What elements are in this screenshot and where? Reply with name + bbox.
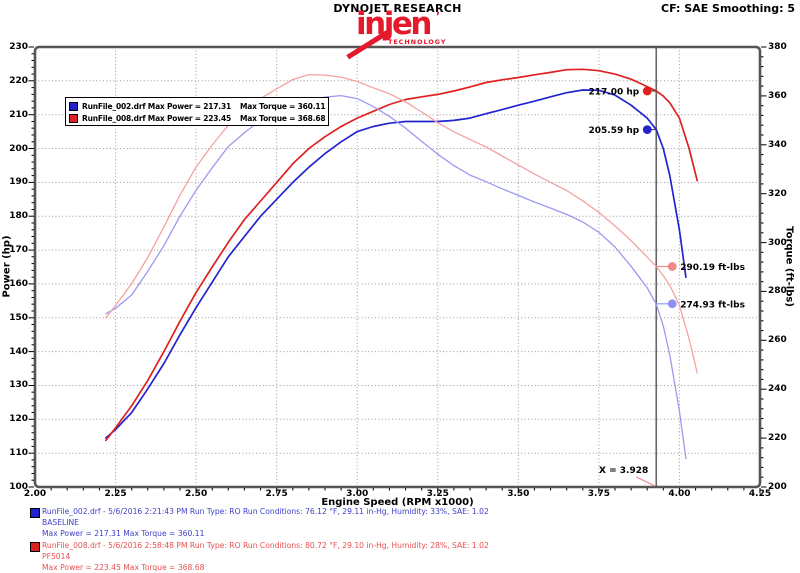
curve-runfile-008-torque — [105, 73, 698, 374]
power-tick-label: 170 — [9, 245, 28, 256]
logo-wordmark: injen — [356, 6, 432, 42]
rpm-tick-label: 3.25 — [426, 489, 449, 499]
run-max-values-line: Max Power = 217.31 Max Torque = 360.11 — [42, 529, 205, 538]
y-axis-title-power: Power (hp) — [1, 235, 13, 298]
power-tick-label: 110 — [9, 448, 28, 459]
run-swatch-blue — [30, 508, 40, 518]
rpm-tick-label: 4.00 — [668, 489, 691, 499]
torque-tick-label: 380 — [768, 42, 787, 52]
torque-tick-label: 200 — [768, 482, 787, 492]
annotation-label: 290.19 ft-lbs — [680, 263, 745, 273]
logo-trademark: ’ — [436, 10, 441, 23]
annotation-dot — [642, 125, 652, 134]
power-tick-label: 140 — [9, 346, 28, 357]
torque-tick-label: 260 — [768, 335, 787, 346]
rpm-tick-label: 2.00 — [23, 489, 47, 499]
legend-torque-label: Max Torque = 368.68 — [240, 113, 326, 123]
torque-tick-label: 360 — [768, 90, 787, 101]
curve-runfile-008-power — [105, 68, 699, 442]
torque-tick-label: 340 — [768, 139, 787, 150]
run-name-line: PF5014 — [42, 552, 71, 561]
legend-swatch-red — [69, 113, 78, 123]
injen-logo: injen ’ TECHNOLOGY — [342, 6, 462, 60]
curve-runfile-002-torque — [105, 94, 687, 460]
annotation-dot — [667, 299, 677, 309]
cf-smoothing-label: CF: SAE Smoothing: 5 — [661, 2, 795, 15]
run-info-block-baseline: RunFile_002.drf - 5/6/2016 2:21:43 PM Ru… — [30, 506, 780, 539]
rpm-tick-label: 2.50 — [185, 489, 208, 499]
legend-torque-label: Max Torque = 360.11 — [240, 101, 326, 111]
legend-row-runfile-008: RunFile_008.drf Max Power = 223.45 Max T… — [69, 112, 326, 124]
rpm-tick-label: 3.50 — [507, 489, 530, 499]
power-tick-label: 190 — [9, 177, 28, 188]
legend-box: RunFile_002.drf Max Power = 217.31 Max T… — [65, 97, 329, 126]
power-tick-label: 210 — [9, 109, 28, 120]
legend-swatch-blue — [69, 101, 78, 111]
torque-tick-label: 280 — [768, 286, 787, 297]
run-info-block-pf5014: RunFile_008.drf - 5/6/2016 2:58:48 PM Ru… — [30, 540, 780, 573]
annotation-label: 274.93 ft-lbs — [680, 300, 745, 310]
power-tick-label: 180 — [9, 211, 28, 222]
logo-subtitle: TECHNOLOGY — [388, 38, 447, 46]
plot-area: 217.00 hp 205.59 hp 290.19 ft-lbs 274.93 ft… — [28, 45, 767, 494]
cursor-label-pointer — [635, 476, 656, 487]
cursor-x-label: X = 3.928 — [599, 466, 648, 476]
x-axis-title: Engine Speed (RPM x1000) — [321, 497, 474, 508]
legend-row-runfile-002: RunFile_002.drf Max Power = 217.31 Max T… — [69, 100, 326, 112]
torque-tick-label: 240 — [768, 384, 787, 395]
power-tick-label: 120 — [9, 414, 28, 425]
rpm-tick-label: 2.25 — [104, 489, 127, 499]
power-tick-label: 220 — [9, 75, 28, 86]
annotation-label: 217.00 hp — [589, 88, 640, 98]
run-name-line: BASELINE — [42, 518, 79, 527]
torque-tick-label: 300 — [768, 237, 787, 248]
run-swatch-red — [30, 542, 40, 552]
plot-frame — [33, 45, 762, 489]
annotation-dot — [642, 86, 652, 96]
power-tick-label: 200 — [9, 143, 28, 154]
power-tick-label: 230 — [9, 42, 28, 52]
curve-runfile-002-power — [105, 89, 687, 439]
header-title: DYNOJET RESEARCH — [333, 2, 462, 15]
run-file-line: RunFile_002.drf - 5/6/2016 2:21:43 PM Ru… — [42, 507, 489, 516]
rpm-tick-label: 3.00 — [346, 489, 369, 499]
rpm-tick-label: 3.75 — [587, 489, 610, 499]
power-tick-label: 130 — [9, 380, 28, 391]
power-tick-label: 160 — [9, 278, 28, 289]
torque-tick-label: 320 — [768, 188, 787, 199]
rpm-tick-label: 2.75 — [265, 489, 288, 499]
chart-svg: 217.00 hp 205.59 hp 290.19 ft-lbs 274.93 ft… — [28, 45, 767, 494]
y-axis-title-torque: Torque (ft-lbs) — [783, 226, 795, 307]
legend-label: RunFile_002.drf Max Power = 217.31 — [82, 101, 231, 111]
power-tick-label: 100 — [9, 482, 28, 492]
run-file-line: RunFile_008.drf - 5/6/2016 2:58:48 PM Ru… — [42, 541, 489, 550]
annotation-dot — [667, 262, 677, 271]
torque-tick-label: 220 — [768, 433, 787, 444]
annotation-label: 205.59 hp — [589, 126, 640, 136]
rpm-tick-label: 4.25 — [748, 489, 772, 499]
legend-label: RunFile_008.drf Max Power = 223.45 — [82, 113, 231, 123]
run-max-values-line: Max Power = 223.45 Max Torque = 368.68 — [42, 563, 205, 572]
power-tick-label: 150 — [9, 312, 28, 323]
